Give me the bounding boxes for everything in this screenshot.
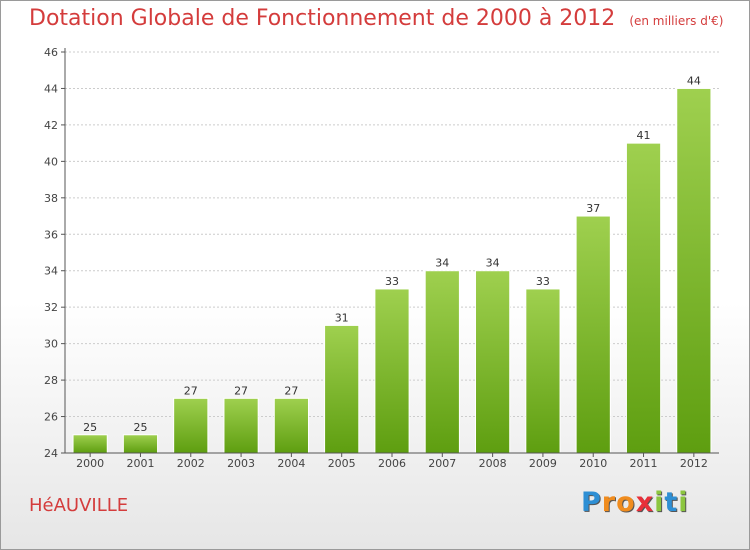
bar-2006 bbox=[374, 288, 410, 454]
logo-letter: i bbox=[654, 487, 665, 518]
x-axis: 2000 2001 2002 2003 2004 2005 2006 2007 2008 2009… bbox=[65, 452, 719, 470]
bar-2000 bbox=[72, 434, 108, 454]
x-tick-label: 2007 bbox=[428, 457, 456, 470]
x-tick-label: 2009 bbox=[529, 457, 557, 470]
bar-value-label: 25 bbox=[83, 421, 97, 434]
y-tick-label: 28 bbox=[44, 374, 58, 387]
bar-value-label: 27 bbox=[184, 384, 198, 397]
bar-2012 bbox=[676, 87, 712, 454]
bar-2005 bbox=[324, 324, 360, 454]
bar-value-label: 27 bbox=[284, 384, 298, 397]
y-tick-label: 42 bbox=[44, 119, 58, 132]
logo-letter: P bbox=[581, 487, 602, 518]
logo-letter: x bbox=[635, 487, 655, 518]
town-name: HéAUVILLE bbox=[29, 495, 129, 516]
logo-letter: t bbox=[664, 487, 679, 518]
bar-value-label: 41 bbox=[637, 129, 651, 142]
bar-2003 bbox=[223, 397, 259, 454]
chart-title-text: Dotation Globale de Fonctionnement de 20… bbox=[29, 6, 616, 31]
bar-value-label: 33 bbox=[536, 275, 550, 288]
chart-title: Dotation Globale de Fonctionnement de 20… bbox=[29, 6, 723, 31]
x-tick-label: 2012 bbox=[680, 457, 708, 470]
y-tick-label: 34 bbox=[44, 265, 58, 278]
y-tick-label: 46 bbox=[44, 46, 58, 59]
bar-value-label: 25 bbox=[133, 421, 147, 434]
bar-2004 bbox=[273, 397, 309, 454]
x-tick-label: 2001 bbox=[126, 457, 154, 470]
bar-value-label: 31 bbox=[335, 311, 349, 324]
y-tick-label: 24 bbox=[44, 447, 58, 460]
y-tick-label: 40 bbox=[44, 155, 58, 168]
chart-subtitle: (en milliers d'€) bbox=[629, 14, 724, 28]
logo-letter: i bbox=[678, 487, 689, 518]
x-tick-label: 2006 bbox=[378, 457, 406, 470]
y-axis: 24 26 28 30 32 34 36 38 40 42 44 46 bbox=[44, 46, 66, 460]
x-tick-label: 2000 bbox=[76, 457, 104, 470]
bars: 25 25 27 27 27 31 33 34 34 33 37 41 44 bbox=[72, 74, 712, 454]
bar-value-label: 34 bbox=[486, 257, 500, 270]
bar-2002 bbox=[173, 397, 209, 454]
bar-2011 bbox=[625, 142, 662, 454]
bar-value-label: 37 bbox=[586, 202, 600, 215]
y-tick-label: 26 bbox=[44, 411, 58, 424]
x-tick-label: 2002 bbox=[177, 457, 205, 470]
bar-2001 bbox=[122, 434, 159, 454]
x-tick-label: 2004 bbox=[277, 457, 305, 470]
y-tick-label: 36 bbox=[44, 228, 58, 241]
y-tick-label: 44 bbox=[44, 82, 58, 95]
logo-letter: r bbox=[601, 487, 617, 518]
x-tick-label: 2011 bbox=[630, 457, 658, 470]
bar-2007 bbox=[424, 270, 460, 454]
x-tick-label: 2005 bbox=[328, 457, 356, 470]
logo-letter: o bbox=[616, 487, 636, 518]
bar-value-label: 33 bbox=[385, 275, 399, 288]
bar-value-label: 27 bbox=[234, 384, 248, 397]
y-tick-label: 30 bbox=[44, 338, 58, 351]
x-tick-label: 2003 bbox=[227, 457, 255, 470]
proxiti-logo[interactable]: Proxiti bbox=[581, 487, 689, 518]
bar-value-label: 44 bbox=[687, 74, 701, 87]
x-tick-label: 2008 bbox=[479, 457, 507, 470]
y-tick-label: 38 bbox=[44, 192, 58, 205]
bar-2008 bbox=[475, 270, 511, 454]
bar-value-label: 34 bbox=[435, 257, 449, 270]
bar-2009 bbox=[525, 288, 561, 454]
bar-2010 bbox=[575, 215, 611, 454]
y-tick-label: 32 bbox=[44, 301, 58, 314]
x-tick-label: 2010 bbox=[579, 457, 607, 470]
